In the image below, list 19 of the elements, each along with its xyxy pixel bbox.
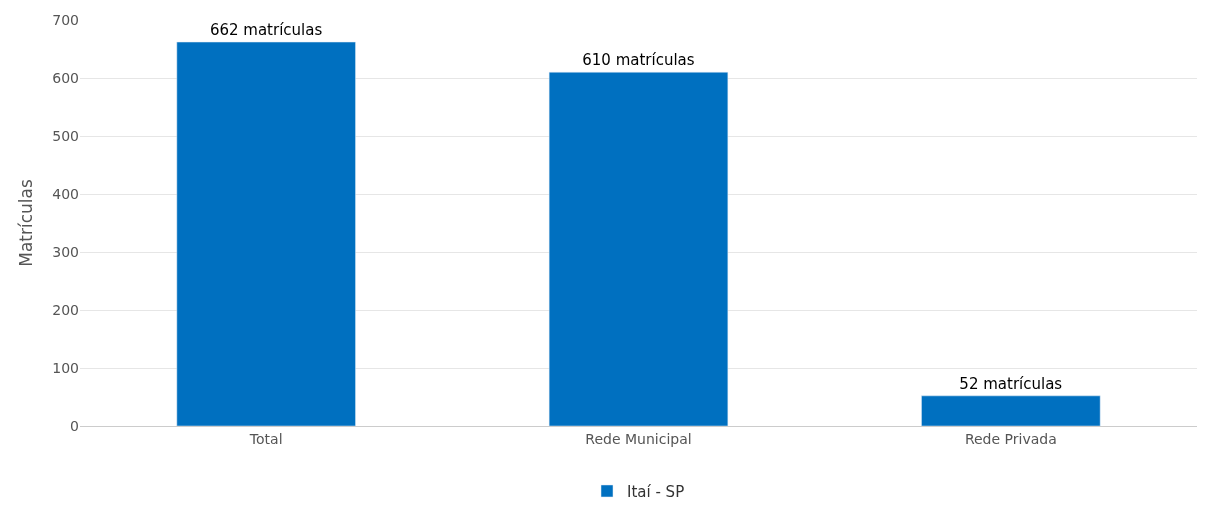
y-axis-title: Matrículas: [15, 179, 36, 267]
bar: [548, 71, 729, 426]
y-tick-label: 400: [52, 185, 79, 202]
x-tick-label: Rede Privada: [964, 430, 1057, 447]
legend-label: Itaí - SP: [627, 482, 685, 501]
y-tick-label: 100: [52, 359, 79, 376]
x-tick-label: Total: [248, 430, 283, 447]
data-label: 52 matrículas: [959, 374, 1063, 393]
x-tick-label: Rede Municipal: [585, 430, 692, 447]
bar: [921, 395, 1101, 426]
y-tick-label: 0: [70, 417, 79, 434]
bar: [176, 41, 356, 426]
y-tick-label: 200: [52, 301, 79, 318]
y-tick-label: 600: [52, 69, 79, 86]
y-tick-label: 500: [52, 127, 79, 144]
data-label: 610 matrículas: [582, 51, 695, 70]
y-tick-label: 300: [52, 243, 79, 260]
data-label: 662 matrículas: [209, 21, 323, 40]
y-tick-label: 700: [52, 11, 79, 28]
